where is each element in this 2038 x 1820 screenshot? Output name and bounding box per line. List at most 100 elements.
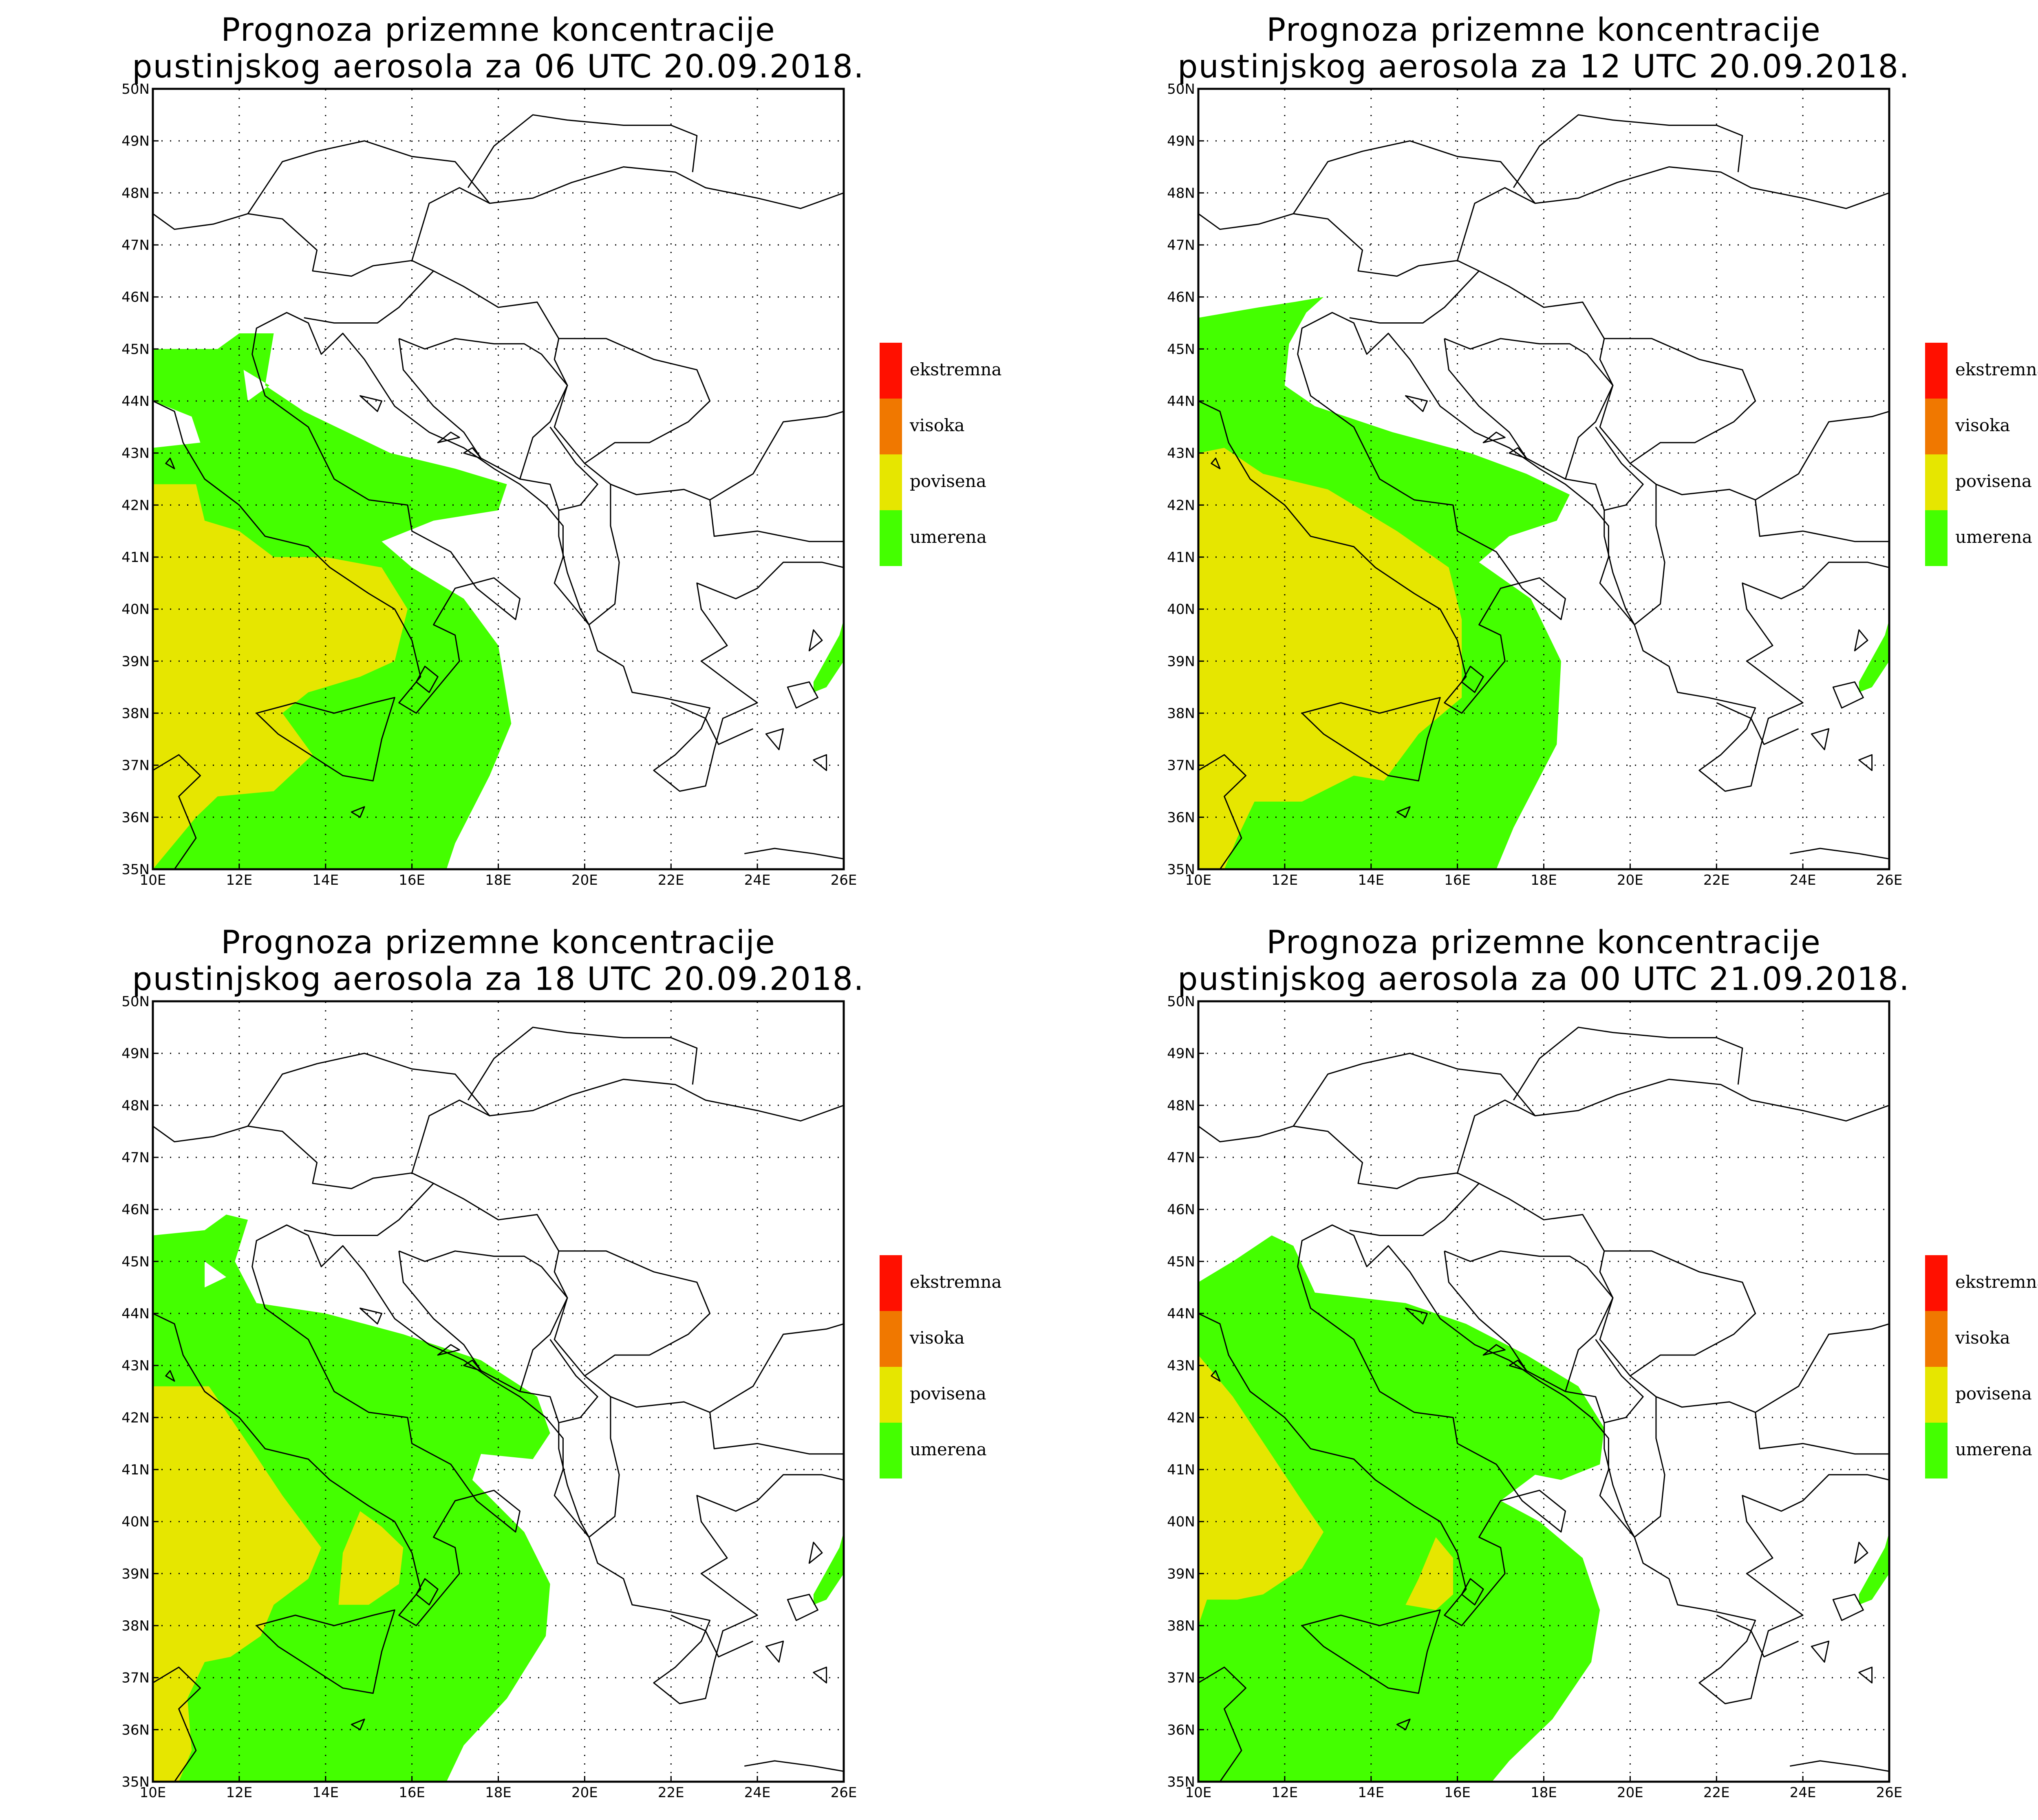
lon-tick-label: 22E <box>658 1785 684 1801</box>
border-line <box>1513 1027 1743 1101</box>
legend-swatch <box>880 510 902 566</box>
panel-title-line1: Prognoza prizemne koncentracije <box>1266 924 1821 961</box>
border-line <box>411 166 844 261</box>
panel-title-line1: Prognoza prizemne koncentracije <box>221 924 776 961</box>
lon-tick-label: 16E <box>1444 872 1471 888</box>
lon-tick-label: 14E <box>1358 1785 1384 1801</box>
border-line <box>744 1760 844 1772</box>
border-line <box>256 697 395 782</box>
lat-tick-label: 35N <box>1167 862 1195 878</box>
border-line <box>1198 1666 1246 1782</box>
island-outline <box>1211 1370 1221 1382</box>
lon-tick-label: 10E <box>1185 1785 1212 1801</box>
lat-tick-label: 38N <box>121 1618 150 1634</box>
lat-tick-label: 39N <box>121 653 150 670</box>
border-line <box>588 1474 844 1704</box>
lat-tick-label: 37N <box>121 1670 150 1686</box>
lat-tick-label: 40N <box>1167 602 1195 618</box>
border-line <box>153 1224 590 1626</box>
lat-tick-label: 37N <box>121 758 150 774</box>
island-outline <box>1811 728 1830 750</box>
lat-tick-label: 50N <box>121 81 150 97</box>
lat-tick-label: 40N <box>1167 1514 1195 1530</box>
lat-tick-label: 47N <box>121 237 150 253</box>
island-outline <box>415 665 439 693</box>
lat-tick-label: 36N <box>121 1722 150 1738</box>
lat-tick-label: 39N <box>1167 1566 1195 1582</box>
border-line <box>153 213 844 542</box>
border-line <box>1301 1609 1441 1694</box>
border-line <box>398 1250 568 1392</box>
forecast-panel: Prognoza prizemne koncentracijepustinjsk… <box>1167 12 2038 888</box>
povisena-area <box>1198 447 1462 869</box>
border-line <box>468 114 698 188</box>
border-line <box>1444 338 1614 480</box>
legend-swatch <box>880 399 902 454</box>
lat-tick-label: 50N <box>121 994 150 1010</box>
border-line <box>1198 213 1889 542</box>
border-line <box>520 426 598 511</box>
island-outline <box>1461 665 1484 693</box>
border-line <box>304 1183 434 1236</box>
border-line <box>1604 338 1756 464</box>
lat-tick-label: 49N <box>1167 1046 1195 1062</box>
legend-swatch <box>1925 1367 1948 1423</box>
lon-tick-label: 26E <box>1876 1785 1903 1801</box>
island-outline <box>808 629 823 652</box>
lon-tick-label: 14E <box>312 872 339 888</box>
island-outline <box>1832 681 1864 709</box>
lat-tick-label: 35N <box>1167 1774 1195 1790</box>
island-outline <box>437 432 460 443</box>
legend-label: visoka <box>1955 1328 2010 1348</box>
legend-swatch <box>1925 1311 1948 1367</box>
legend-swatch <box>880 1423 902 1478</box>
lon-tick-label: 16E <box>399 1785 425 1801</box>
legend-swatch <box>1925 343 1948 399</box>
legend-label: umerena <box>1955 527 2032 547</box>
border-line <box>1634 1474 1889 1704</box>
lat-tick-label: 41N <box>1167 549 1195 566</box>
island-outline <box>765 1640 784 1663</box>
border-line <box>256 1609 395 1694</box>
border-line <box>1634 562 1889 792</box>
island-outline <box>1396 806 1411 818</box>
lat-tick-label: 37N <box>1167 1670 1195 1686</box>
lon-tick-label: 14E <box>312 1785 339 1801</box>
lat-tick-label: 42N <box>121 497 150 513</box>
border-line <box>1790 1760 1889 1772</box>
lat-tick-label: 50N <box>1167 994 1195 1010</box>
island-outline <box>360 395 382 412</box>
lat-tick-label: 38N <box>1167 705 1195 722</box>
lon-tick-label: 12E <box>1272 1785 1298 1801</box>
lat-tick-label: 45N <box>121 1254 150 1270</box>
island-outline <box>165 1370 175 1382</box>
lon-tick-label: 22E <box>1703 1785 1730 1801</box>
lon-tick-label: 16E <box>399 872 425 888</box>
island-outline <box>437 1344 460 1356</box>
border-line <box>153 1125 844 1455</box>
forecast-panel: Prognoza prizemne koncentracijepustinjsk… <box>121 12 1001 888</box>
island-outline <box>787 1593 818 1621</box>
lat-tick-label: 35N <box>121 1774 150 1790</box>
island-outline <box>1509 447 1527 459</box>
island-outline <box>1405 1307 1428 1324</box>
border-line <box>1198 1125 1889 1455</box>
border-line <box>1457 166 1889 261</box>
border-line <box>1716 702 1799 745</box>
border-line <box>558 1250 711 1377</box>
lat-tick-label: 40N <box>121 1514 150 1530</box>
border-line <box>744 848 844 859</box>
lat-tick-label: 47N <box>1167 1150 1195 1166</box>
island-outline <box>165 457 175 469</box>
border-line <box>1349 270 1480 324</box>
lat-tick-label: 44N <box>1167 393 1195 410</box>
lat-tick-label: 46N <box>1167 1202 1195 1218</box>
island-outline <box>1858 754 1873 771</box>
legend-label: visoka <box>909 415 965 435</box>
island-outline <box>351 1719 365 1730</box>
island-outline <box>415 1578 439 1606</box>
island-outline <box>1482 1344 1506 1356</box>
panel-title-line2: pustinjskog aerosola za 06 UTC 20.09.201… <box>132 48 865 85</box>
border-line <box>153 1666 201 1782</box>
island-outline <box>1482 432 1506 443</box>
